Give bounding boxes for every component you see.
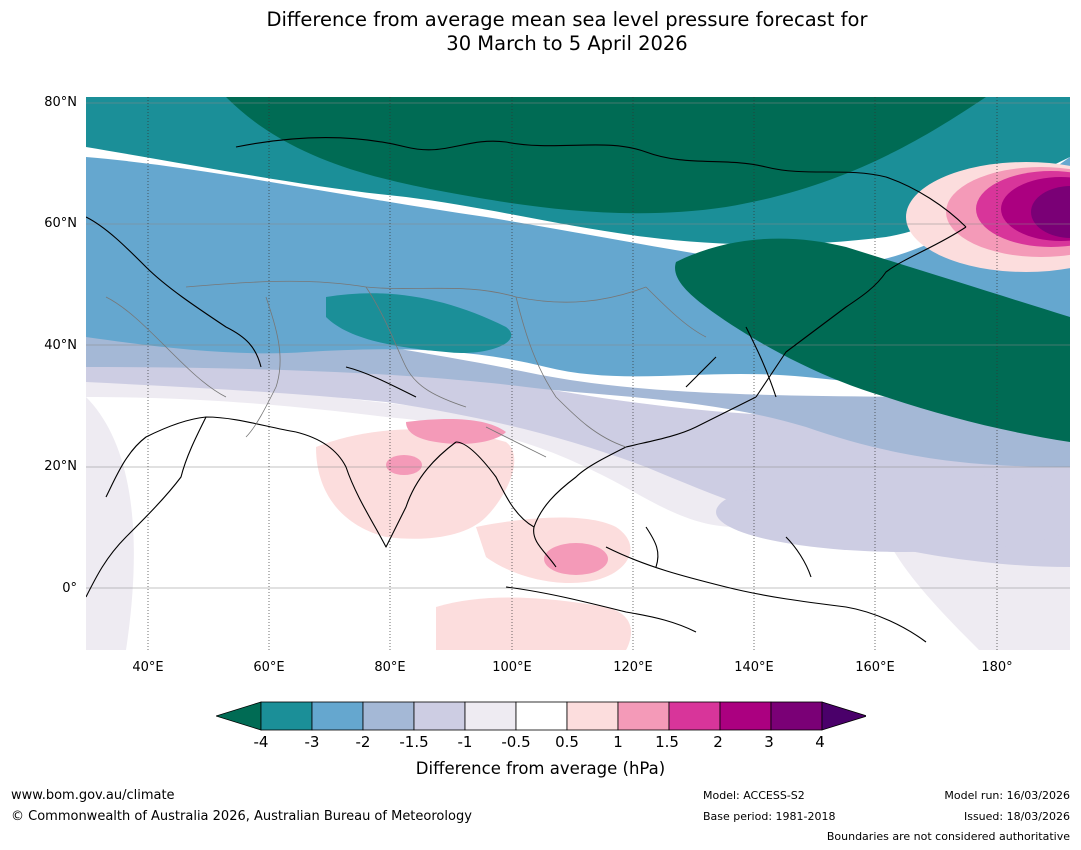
zone-plus-1-maritime [544, 543, 608, 575]
footer-issued: Issued: 18/03/2026 [963, 810, 1070, 823]
zone-minus-1-west [86, 397, 134, 650]
lon-label: 60°E [253, 660, 285, 675]
country-boundaries [105, 280, 707, 458]
zone-plus-3-ne [1031, 186, 1070, 238]
zone-plus-0.5-southern [436, 597, 631, 650]
colorbar-segment [413, 701, 466, 731]
zone-plus-0.5-india [316, 429, 515, 539]
colorbar-segment [515, 701, 568, 731]
zone-plus-1-india-central [386, 455, 422, 475]
lon-label: 80°E [374, 660, 406, 675]
colorbar-tick: -1 [457, 733, 473, 751]
colorbar-tick: 0.5 [555, 733, 579, 751]
colorbar-segment [719, 701, 772, 731]
zone-below-minus-4-pacific [675, 238, 1070, 442]
coastlines [86, 137, 967, 643]
longitude-gridlines [147, 97, 998, 650]
chart-title: Difference from average mean sea level p… [0, 8, 1081, 56]
lat-label: 80°N [44, 95, 77, 110]
colorbar [216, 701, 866, 731]
colorbar-tick: -0.5 [501, 733, 531, 751]
lon-label: 140°E [734, 660, 774, 675]
colorbar-segment [668, 701, 721, 731]
colorbar-segment [260, 701, 313, 731]
lon-label: 160°E [855, 660, 895, 675]
zone-below-minus-4-north [226, 97, 986, 214]
lon-label: 40°E [132, 660, 164, 675]
colorbar-tick: -2 [355, 733, 371, 751]
lat-label: 60°N [44, 216, 77, 231]
lat-label: 20°N [44, 459, 77, 474]
colorbar-arrow-high [821, 701, 866, 731]
footer-disclaimer: Boundaries are not considered authoritat… [826, 830, 1070, 843]
lon-label: 180° [981, 660, 1013, 675]
colorbar-segment [311, 701, 364, 731]
pressure-anomaly-map [86, 97, 1070, 650]
footer-copyright: © Commonwealth of Australia 2026, Austra… [11, 809, 472, 824]
lat-label: 40°N [44, 338, 77, 353]
lon-label: 120°E [613, 660, 653, 675]
colorbar-tick: 3 [764, 733, 774, 751]
lat-label: 0° [62, 581, 77, 596]
colorbar-tick: -1.5 [399, 733, 429, 751]
lon-label: 100°E [492, 660, 532, 675]
footer-base-period: Base period: 1981-2018 [703, 810, 836, 823]
zone-minus-1.5-pacific [716, 472, 1070, 552]
colorbar-title: Difference from average (hPa) [415, 759, 666, 778]
colorbar-arrow-low [216, 701, 262, 731]
zone-plus-1-india-north [406, 419, 506, 444]
colorbar-segment [770, 701, 823, 731]
colorbar-segment [464, 701, 517, 731]
colorbar-tick: -3 [304, 733, 320, 751]
footer-model-run: Model run: 16/03/2026 [944, 789, 1070, 802]
colorbar-tick: 1.5 [655, 733, 679, 751]
colorbar-tick: -4 [253, 733, 269, 751]
colorbar-segment [566, 701, 619, 731]
title-line-1: Difference from average mean sea level p… [266, 8, 868, 31]
colorbar-segment [362, 701, 415, 731]
colorbar-tick: 1 [613, 733, 623, 751]
title-line-2: 30 March to 5 April 2026 [446, 32, 688, 55]
colorbar-tick: 2 [713, 733, 723, 751]
footer-model: Model: ACCESS-S2 [703, 789, 805, 802]
colorbar-segment [617, 701, 670, 731]
colorbar-tick: 4 [815, 733, 825, 751]
footer-url[interactable]: www.bom.gov.au/climate [11, 788, 175, 803]
zone-minus-4-central [326, 293, 512, 353]
